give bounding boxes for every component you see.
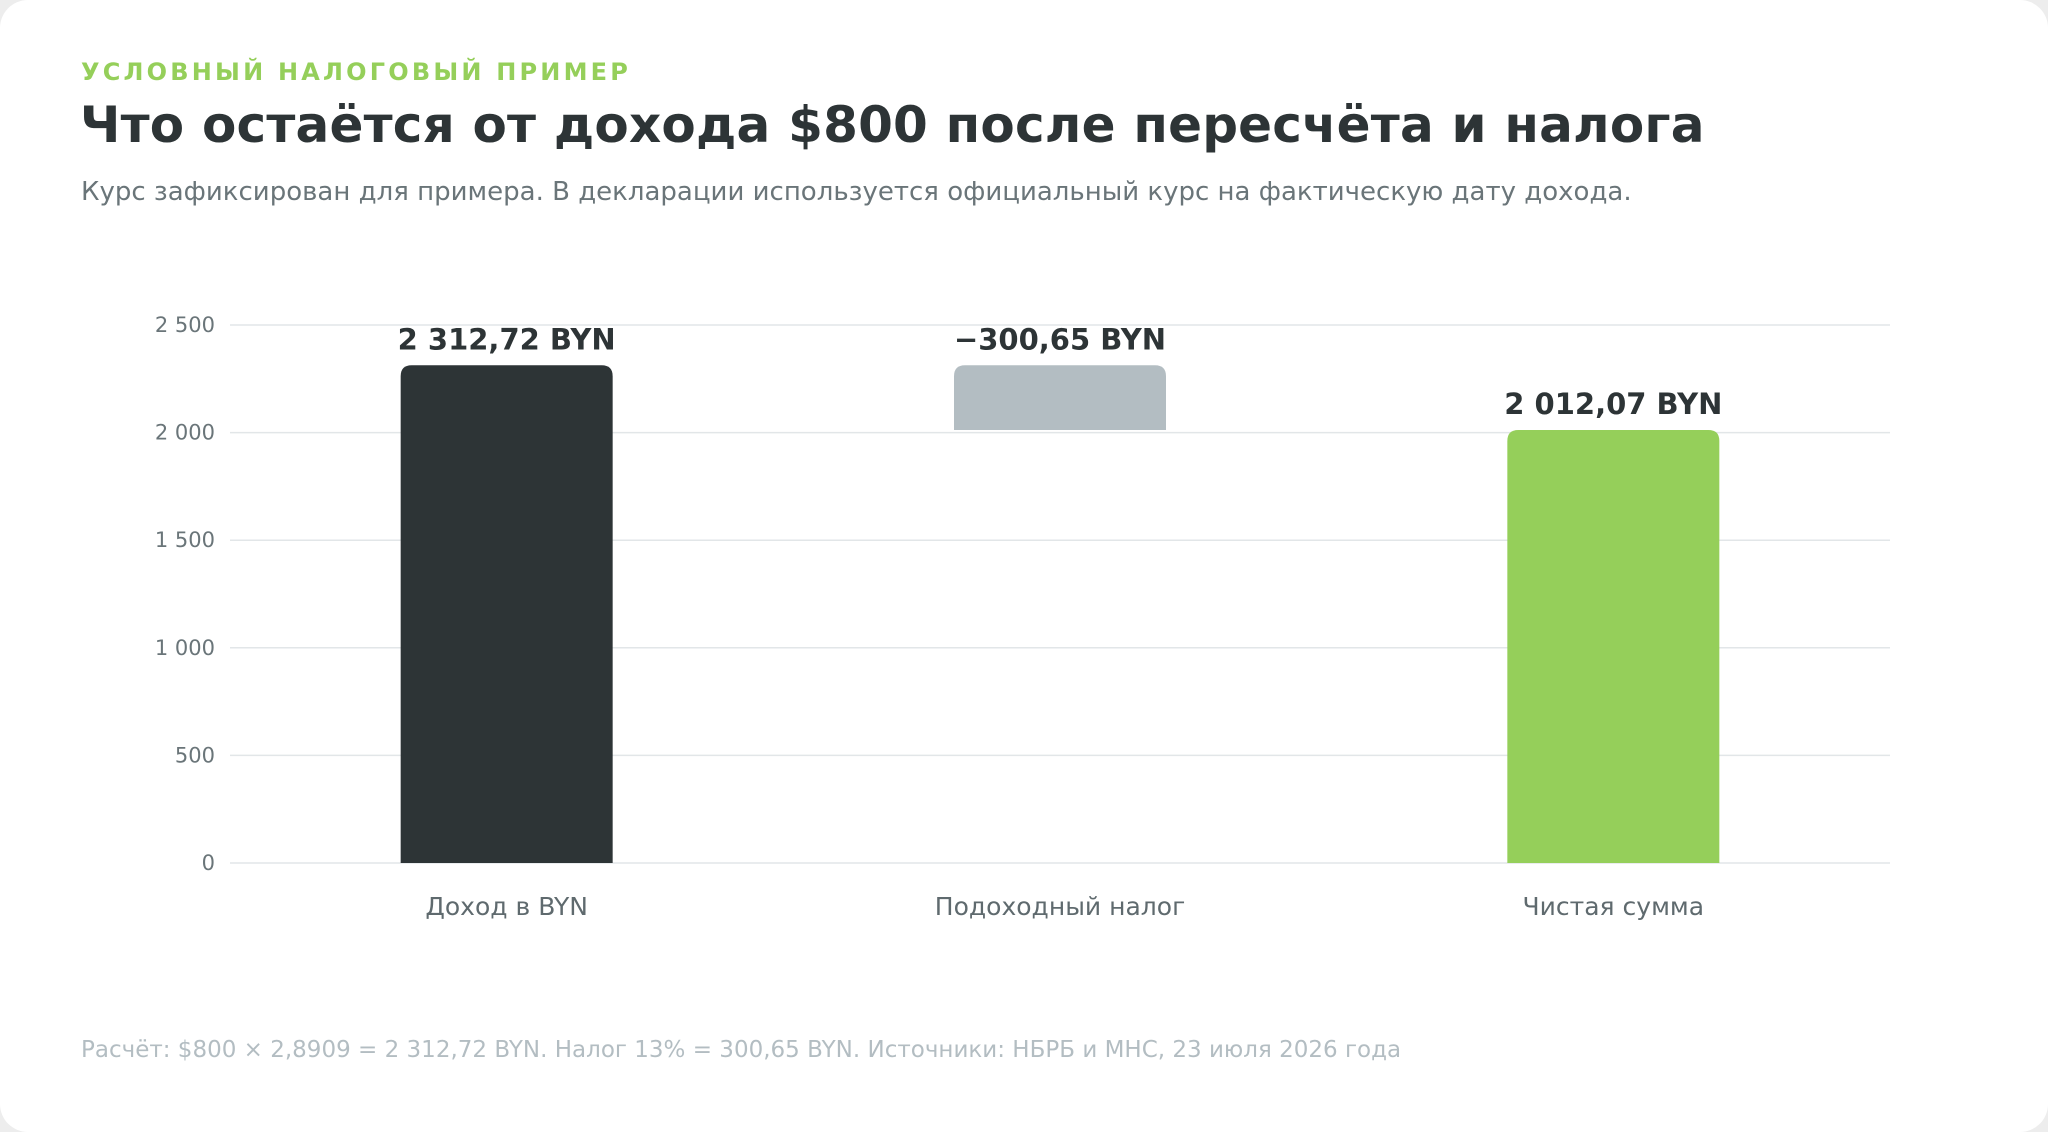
y-tick-label: 1 000 [155,636,215,660]
bar-3 [1507,430,1720,863]
x-tick-label: Доход в BYN [425,892,588,921]
data-label: 2 312,72 BYN [398,322,616,356]
bar-2 [954,365,1166,431]
data-label: 2 012,07 BYN [1504,387,1722,421]
y-tick-label: 0 [202,851,215,875]
y-tick-label: 2 000 [155,421,215,445]
y-tick-label: 2 500 [155,313,215,337]
y-tick-label: 1 500 [155,528,215,552]
chart-footnote: Расчёт: $800 × 2,8909 = 2 312,72 BYN. На… [81,1037,1402,1063]
data-label: −300,65 BYN [954,322,1166,356]
chart-title: Что остаётся от дохода $800 после пересч… [80,96,1705,154]
bar-1 [400,365,613,863]
x-tick-label: Чистая сумма [1523,892,1705,921]
chart-eyebrow: УСЛОВНЫЙ НАЛОГОВЫЙ ПРИМЕР [81,58,632,86]
chart-subtitle: Курс зафиксирован для примера. В деклара… [81,177,1632,207]
x-tick-label: Подоходный налог [935,892,1185,921]
y-tick-label: 500 [175,743,215,767]
